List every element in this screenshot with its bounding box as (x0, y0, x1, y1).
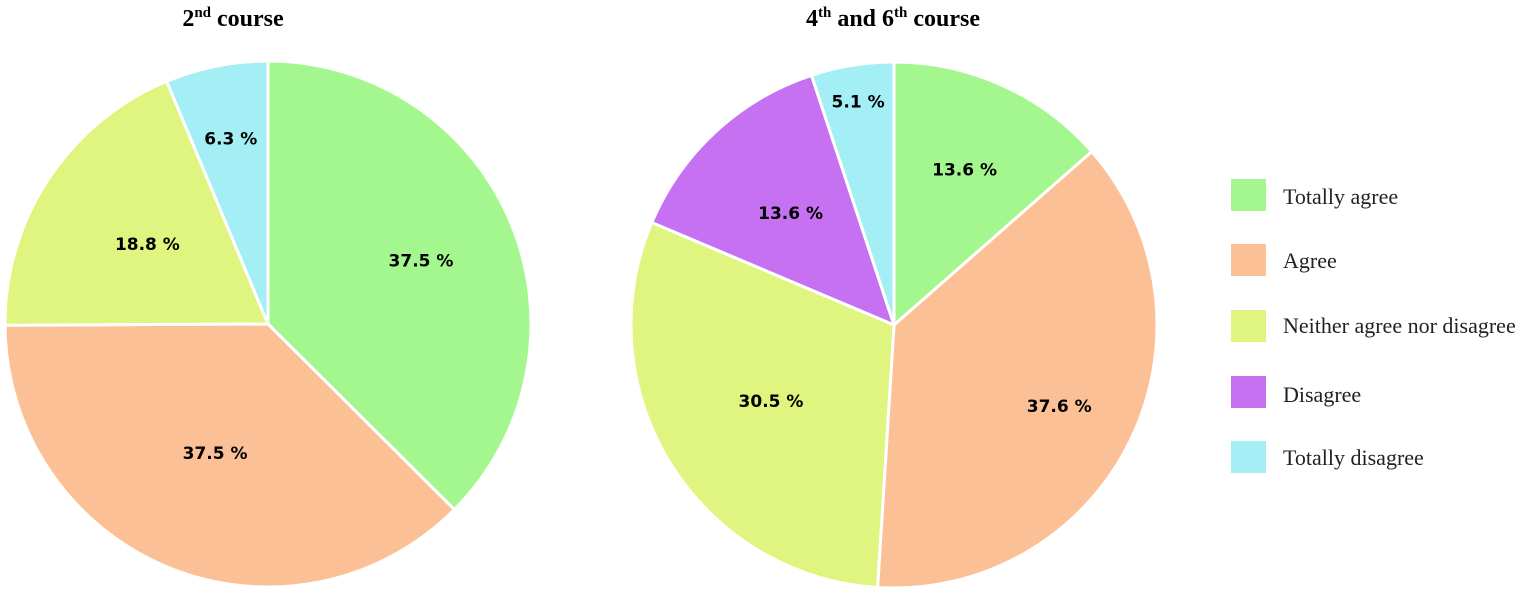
slice-label-totally-agree: 13.6 % (932, 160, 997, 180)
legend-swatch-neither (1231, 310, 1266, 342)
legend-swatch-disagree (1231, 376, 1266, 408)
legend: Totally agree Agree Neither agree nor di… (1231, 179, 1516, 473)
chart-title-4th-6th-course: 4th and 6th course (806, 5, 980, 32)
legend-swatch-totally-agree (1231, 179, 1266, 211)
legend-item-totally-agree: Totally agree (1231, 179, 1398, 211)
pie-slice-totally-disagree (165, 59, 270, 326)
slice-label-agree: 37.5 % (183, 444, 248, 464)
slice-label-neither-agree-nor-disagree: 30.5 % (739, 392, 804, 412)
legend-swatch-totally-disagree (1231, 441, 1266, 473)
legend-item-disagree: Disagree (1231, 376, 1361, 408)
pie-slice-neither-agree-nor-disagree (629, 220, 896, 589)
legend-label-neither: Neither agree nor disagree (1283, 313, 1516, 338)
legend-label-totally-agree: Totally agree (1283, 184, 1398, 209)
legend-swatch-agree (1231, 244, 1266, 276)
pie-slice-totally-disagree (809, 60, 896, 327)
legend-item-agree: Agree (1231, 244, 1337, 276)
slice-label-neither-agree-nor-disagree: 18.8 % (115, 235, 180, 255)
slice-label-agree: 37.6 % (1027, 397, 1092, 417)
pie-slice-totally-agree (892, 60, 1094, 327)
legend-label-agree: Agree (1283, 248, 1337, 273)
slice-label-totally-disagree: 6.3 % (204, 129, 257, 149)
pie-slice-agree (3, 322, 456, 589)
legend-item-totally-disagree: Totally disagree (1231, 441, 1424, 473)
pie-chart-2nd-course: 37.5 % 37.5 % 18.8 % 6.3 % (3, 59, 533, 589)
legend-label-disagree: Disagree (1283, 382, 1361, 407)
legend-label-totally-disagree: Totally disagree (1283, 445, 1424, 470)
slice-label-totally-agree: 37.5 % (389, 251, 454, 271)
pie-slice-agree (876, 150, 1159, 590)
pie-slice-totally-agree (266, 59, 533, 512)
pie-chart-4th-6th-course: 13.6 % 37.6 % 30.5 % 13.6 % 5.1 % (629, 60, 1159, 590)
slice-label-totally-disagree: 5.1 % (832, 93, 885, 113)
pie-slice-neither-agree-nor-disagree (3, 79, 270, 327)
slice-label-disagree: 13.6 % (758, 204, 823, 224)
pie-slice-disagree (650, 73, 896, 327)
chart-title-2nd-course: 2nd course (182, 5, 284, 32)
legend-item-neither: Neither agree nor disagree (1231, 310, 1516, 342)
